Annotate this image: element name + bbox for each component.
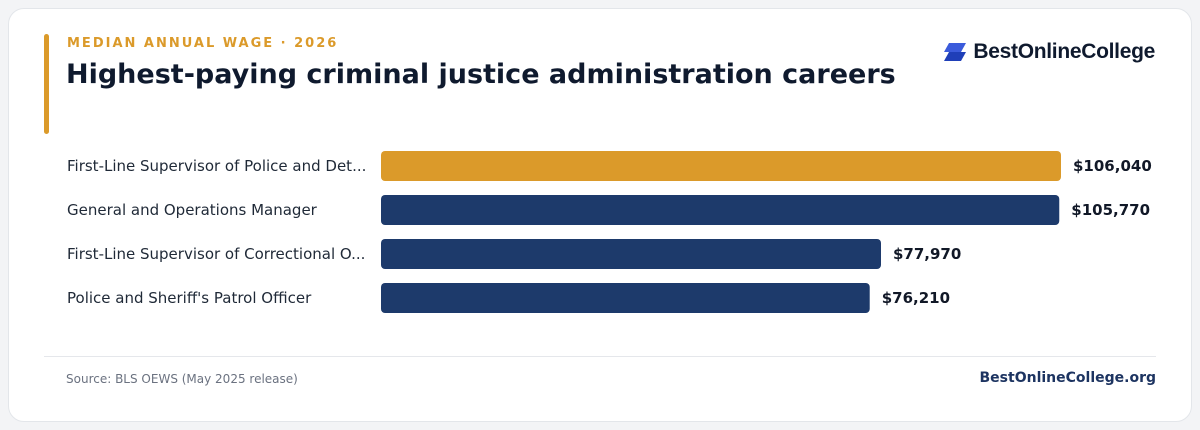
- category-label: General and Operations Manager: [67, 201, 318, 219]
- parallelogram-logo-icon: [944, 43, 967, 61]
- bar: [381, 195, 1060, 225]
- value-label: $77,970: [893, 245, 961, 263]
- chart-card: MEDIAN ANNUAL WAGE · 2026 Highest-paying…: [8, 8, 1192, 422]
- category-label: First-Line Supervisor of Correctional O.…: [67, 245, 365, 263]
- source-note: Source: BLS OEWS (May 2025 release): [66, 372, 298, 386]
- accent-rule: [44, 34, 49, 134]
- brand-logo: BestOnlineCollege: [943, 40, 1155, 64]
- brand-name: BestOnlineCollege: [973, 40, 1155, 63]
- bar: [381, 283, 870, 313]
- value-label: $76,210: [882, 289, 950, 307]
- bar: [381, 239, 881, 269]
- value-label: $106,040: [1073, 157, 1152, 175]
- bar: [381, 151, 1061, 181]
- category-label: Police and Sheriff's Patrol Officer: [67, 289, 312, 307]
- category-label: First-Line Supervisor of Police and Det.…: [67, 157, 366, 175]
- page-title: Highest-paying criminal justice administ…: [66, 59, 896, 90]
- value-label: $105,770: [1071, 201, 1150, 219]
- eyebrow-label: MEDIAN ANNUAL WAGE · 2026: [67, 36, 339, 51]
- site-link[interactable]: BestOnlineCollege.org: [979, 370, 1156, 386]
- footer-divider: [44, 356, 1156, 357]
